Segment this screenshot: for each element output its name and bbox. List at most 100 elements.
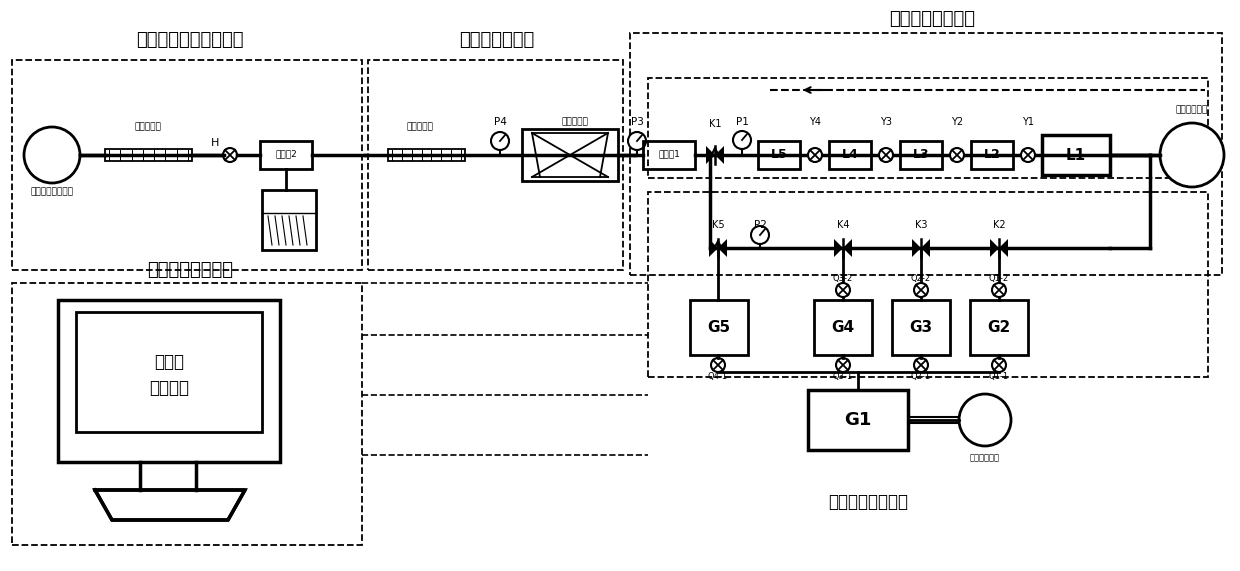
Circle shape [836,358,849,372]
Text: Q3-2: Q3-2 [833,274,853,283]
Bar [12,283,362,545]
Text: 气体解吸模拟系统: 气体解吸模拟系统 [828,493,908,511]
Bar [892,300,950,355]
Text: P2: P2 [754,220,766,230]
Text: L4: L4 [842,148,858,162]
Bar [630,33,1221,275]
Bar [76,312,262,432]
Text: L2: L2 [983,148,1001,162]
Polygon shape [718,239,727,257]
Text: L1: L1 [1066,147,1086,163]
Text: 液体补充装置: 液体补充装置 [1176,106,1208,115]
Circle shape [992,283,1006,297]
Polygon shape [709,239,718,257]
Bar [689,300,748,355]
Circle shape [808,148,822,162]
Circle shape [1159,123,1224,187]
Text: 缓冲罐1: 缓冲罐1 [658,150,680,159]
Text: G5: G5 [708,320,730,335]
Bar [58,300,280,462]
Text: K5: K5 [712,220,724,230]
Circle shape [223,148,237,162]
Polygon shape [921,239,930,257]
Text: G3: G3 [909,320,932,335]
Text: 计算机: 计算机 [154,353,184,371]
Polygon shape [990,239,999,257]
Circle shape [491,132,508,150]
Text: Q2-2: Q2-2 [911,274,931,283]
Text: 气体补充装置: 气体补充装置 [970,453,999,463]
Polygon shape [95,490,246,520]
Text: H: H [211,138,219,148]
Bar [644,141,694,169]
Bar [649,78,1208,178]
Text: Q1-1: Q1-1 [990,372,1009,381]
Bar [388,149,465,161]
Text: 气体收集处理装置: 气体收集处理装置 [31,187,73,196]
Text: Q3-1: Q3-1 [833,372,853,381]
Circle shape [733,131,751,149]
Text: 液体流量计: 液体流量计 [407,123,434,131]
Bar [808,390,908,450]
Text: G4: G4 [832,320,854,335]
Polygon shape [999,239,1008,257]
Text: 水压传播模拟系统: 水压传播模拟系统 [889,10,975,28]
Text: K3: K3 [915,220,928,230]
Circle shape [751,226,769,244]
Circle shape [992,358,1006,372]
Bar [368,60,622,270]
Circle shape [836,283,849,297]
Circle shape [950,148,963,162]
Text: K2: K2 [993,220,1006,230]
Circle shape [879,148,893,162]
Polygon shape [715,146,724,164]
Circle shape [627,132,646,150]
Text: 渗透率测试系统: 渗透率测试系统 [459,31,534,49]
Text: K1: K1 [709,119,722,129]
Bar [649,192,1208,377]
Text: P4: P4 [494,117,506,127]
Circle shape [711,358,725,372]
Bar [830,141,870,169]
Text: Q1-2: Q1-2 [990,274,1009,283]
Text: G1: G1 [844,411,872,429]
Text: Y3: Y3 [880,117,892,127]
Circle shape [24,127,81,183]
Polygon shape [706,146,715,164]
Text: 离心泵等器: 离心泵等器 [562,118,589,127]
Circle shape [1021,148,1035,162]
Polygon shape [835,239,843,257]
Bar [262,190,316,250]
Text: 气体流量计: 气体流量计 [135,123,161,131]
Bar [1042,135,1110,175]
Bar [900,141,942,169]
Text: L3: L3 [913,148,929,162]
Bar [970,300,1028,355]
Text: 地面井口装置模拟系统: 地面井口装置模拟系统 [136,31,244,49]
Text: 数据收集处理系统: 数据收集处理系统 [148,261,233,279]
Bar [12,60,362,270]
Circle shape [914,283,928,297]
Circle shape [959,394,1011,446]
Polygon shape [911,239,921,257]
Polygon shape [843,239,852,257]
Text: Q2-1: Q2-1 [911,372,931,381]
Text: G2: G2 [987,320,1011,335]
Text: 控制终端: 控制终端 [149,379,188,397]
Text: L5: L5 [770,148,787,162]
Bar [813,300,872,355]
Bar [971,141,1013,169]
Text: Q4-1: Q4-1 [708,372,728,381]
Text: P1: P1 [735,117,749,127]
Text: Y4: Y4 [808,117,821,127]
Bar [758,141,800,169]
Bar [260,141,312,169]
Text: Y1: Y1 [1022,117,1034,127]
Bar [522,129,618,181]
Text: K4: K4 [837,220,849,230]
Circle shape [914,358,928,372]
Text: P3: P3 [631,117,644,127]
Bar [105,149,192,161]
Text: 缓冲罐2: 缓冲罐2 [275,150,296,159]
Text: Y2: Y2 [951,117,963,127]
